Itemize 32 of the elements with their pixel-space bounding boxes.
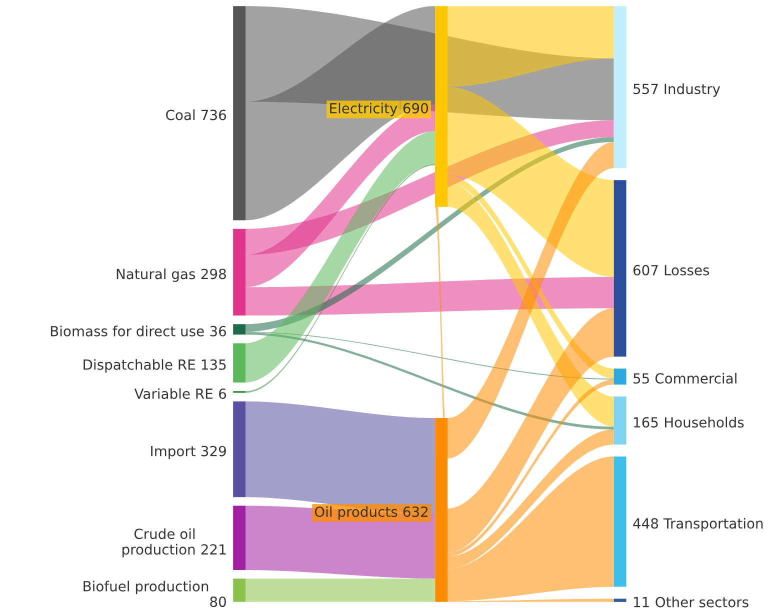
category-label: Variable RE bbox=[134, 388, 212, 399]
category-label: Households bbox=[665, 416, 744, 428]
category-label: Electricity bbox=[330, 102, 398, 116]
category-label: Biomass for direct use bbox=[50, 326, 204, 336]
data-label: 448 bbox=[633, 518, 658, 529]
category-label: Dispatchable RE bbox=[84, 359, 195, 373]
data-label: 557 bbox=[634, 84, 658, 94]
data-label: 607 bbox=[633, 264, 658, 276]
category-label: Biofuel production bbox=[84, 580, 208, 594]
data-label: 135 bbox=[202, 359, 226, 370]
category-label: Other sectors bbox=[656, 596, 748, 608]
data-label: 80 bbox=[210, 596, 226, 608]
category-label: Coal bbox=[166, 109, 195, 120]
data-label: 165 bbox=[634, 417, 658, 428]
data-label: 6 bbox=[219, 388, 226, 399]
data-label: 11 bbox=[634, 597, 649, 608]
category-label: Crude oil production bbox=[122, 528, 195, 558]
category-label: Commercial bbox=[655, 372, 736, 384]
data-label: 298 bbox=[201, 268, 226, 280]
category-label: Industry bbox=[664, 83, 720, 97]
data-label: 36 bbox=[210, 326, 226, 336]
category-label: Losses bbox=[664, 265, 710, 276]
data-label: 55 bbox=[634, 373, 649, 384]
category-label: Import bbox=[151, 446, 196, 460]
category-label: Natural gas bbox=[116, 268, 196, 282]
data-label: 632 bbox=[403, 506, 428, 518]
data-label: 690 bbox=[403, 102, 428, 114]
category-label: Transportation bbox=[663, 518, 763, 532]
data-label: 329 bbox=[201, 446, 226, 456]
data-label: 736 bbox=[202, 110, 226, 120]
category-label: Oil products bbox=[314, 506, 398, 520]
data-label: 221 bbox=[201, 544, 226, 554]
